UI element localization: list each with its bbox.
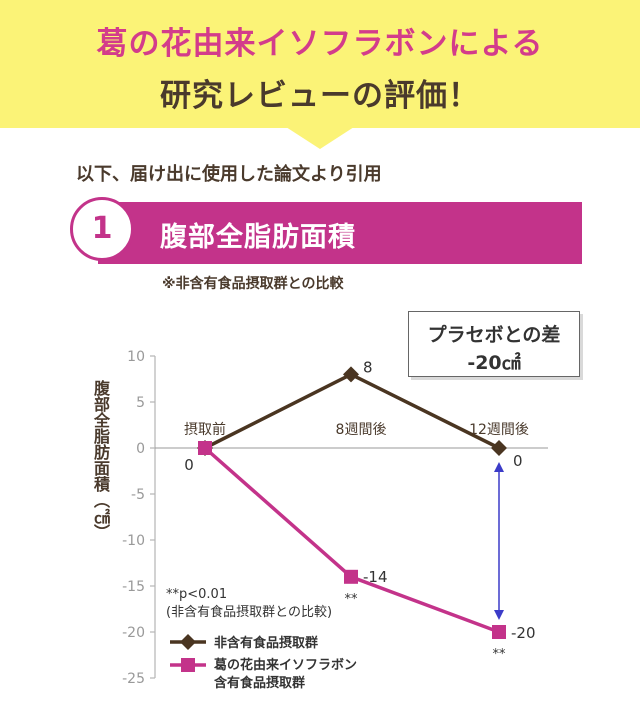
data-point-diamond xyxy=(491,440,507,456)
data-point-square xyxy=(492,625,506,639)
footnote-comparison: (非含有食品摂取群との比較) xyxy=(166,604,332,620)
category-label: 8週間後 xyxy=(336,422,387,438)
data-label: -20 xyxy=(511,624,536,642)
y-tick-label: -20 xyxy=(122,625,145,641)
data-label: 8 xyxy=(363,358,373,376)
placebo-difference-label: プラセボとの差 xyxy=(427,324,561,346)
legend-entry: 葛の花由来イソフラボン xyxy=(213,657,357,673)
y-tick-label: -15 xyxy=(122,579,145,595)
data-point-square xyxy=(198,441,212,455)
placebo-difference-box: プラセボとの差 -20㎠ xyxy=(408,311,580,377)
y-tick-label: -25 xyxy=(122,671,145,687)
data-label: -14 xyxy=(363,568,388,586)
significance-marker: ** xyxy=(345,592,359,607)
legend-marker-diamond xyxy=(180,634,196,650)
y-tick-label: -5 xyxy=(131,487,145,503)
footnote-pvalue: **p<0.01 xyxy=(166,587,227,602)
legend-entry: 含有食品摂取群 xyxy=(213,675,305,691)
banner-title-line2: 研究レビューの評価！ xyxy=(160,78,480,114)
difference-arrow-head-up xyxy=(494,462,504,472)
category-label: 摂取前 xyxy=(184,421,226,438)
difference-arrow-head-down xyxy=(494,610,504,620)
section-note: ※非含有食品摂取群との比較 xyxy=(162,276,344,292)
data-point-diamond xyxy=(343,366,359,383)
category-label: 12週間後 xyxy=(469,422,529,438)
placebo-difference-value: -20㎠ xyxy=(467,352,521,374)
y-tick-label: 10 xyxy=(127,349,145,365)
banner-title-line1: 葛の花由来イソフラボンによる xyxy=(96,26,544,62)
section-title: 腹部全脂肪面積 xyxy=(160,222,356,253)
significance-marker: ** xyxy=(493,647,507,662)
y-tick-label: -10 xyxy=(122,533,145,549)
y-axis-label: 腹部全脂肪面積（㎠） xyxy=(91,380,110,540)
data-point-square xyxy=(344,569,358,584)
legend-marker-square xyxy=(181,658,195,672)
intro-text: 以下、届け出に使用した論文より引用 xyxy=(76,164,382,185)
section-header-bar xyxy=(98,202,582,264)
banner-pointer xyxy=(286,127,354,149)
data-label: 0 xyxy=(184,456,194,474)
data-label: 0 xyxy=(513,452,523,470)
section-number-badge: 1 xyxy=(70,197,134,261)
y-tick-label: 5 xyxy=(136,395,145,411)
legend-entry: 非含有食品摂取群 xyxy=(214,635,318,651)
title-banner: 葛の花由来イソフラボンによる 研究レビューの評価！ xyxy=(0,0,640,128)
y-tick-label: 0 xyxy=(136,441,145,457)
